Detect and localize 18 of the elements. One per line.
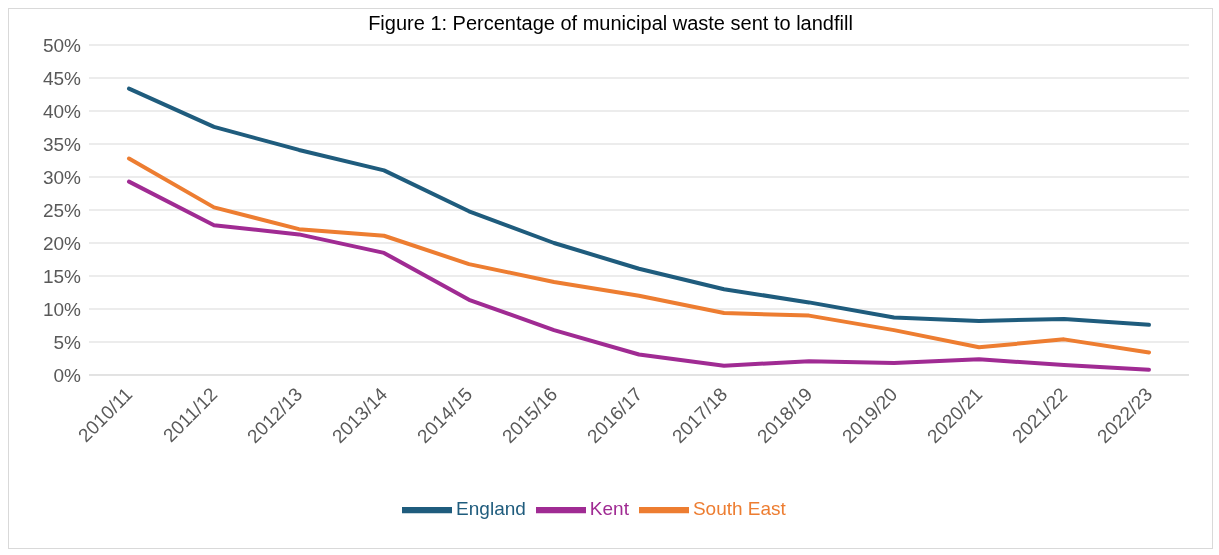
legend-label: England	[456, 498, 526, 520]
chart-title: Figure 1: Percentage of municipal waste sent to landfill	[367, 11, 854, 35]
y-tick-label: 20%	[42, 232, 82, 254]
line-series	[127, 156, 1151, 355]
y-tick-label: 30%	[42, 166, 82, 188]
legend-label: Kent	[589, 498, 629, 520]
y-tick-label: 10%	[42, 298, 82, 320]
line-series	[127, 179, 1151, 372]
y-tick-label: 15%	[42, 265, 82, 287]
y-tick-label: 25%	[42, 199, 82, 221]
y-tick-label: 0%	[53, 364, 82, 386]
y-tick-label: 35%	[42, 133, 82, 155]
y-tick-label: 5%	[53, 331, 82, 353]
y-tick-label: 45%	[42, 67, 82, 89]
legend-label: South East	[692, 498, 786, 520]
y-tick-label: 40%	[42, 100, 82, 122]
y-tick-label: 50%	[42, 34, 82, 56]
line-series	[127, 86, 1151, 327]
